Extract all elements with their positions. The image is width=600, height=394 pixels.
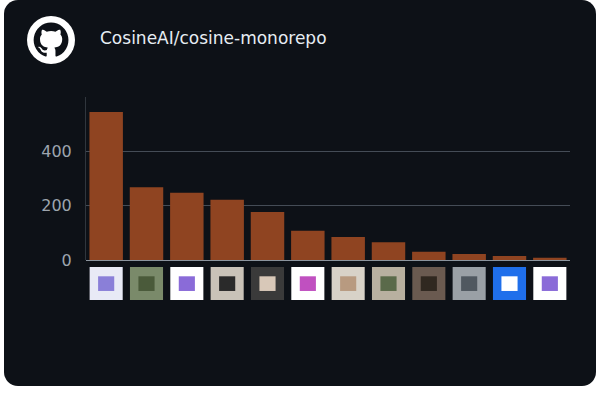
svg-text:200: 200 [41,196,72,215]
svg-text:400: 400 [41,142,72,161]
html-text:CosineAI/cosine-monorepo: CosineAI/cosine-monorepo [100,28,327,48]
svg-text:0: 0 [62,251,72,270]
